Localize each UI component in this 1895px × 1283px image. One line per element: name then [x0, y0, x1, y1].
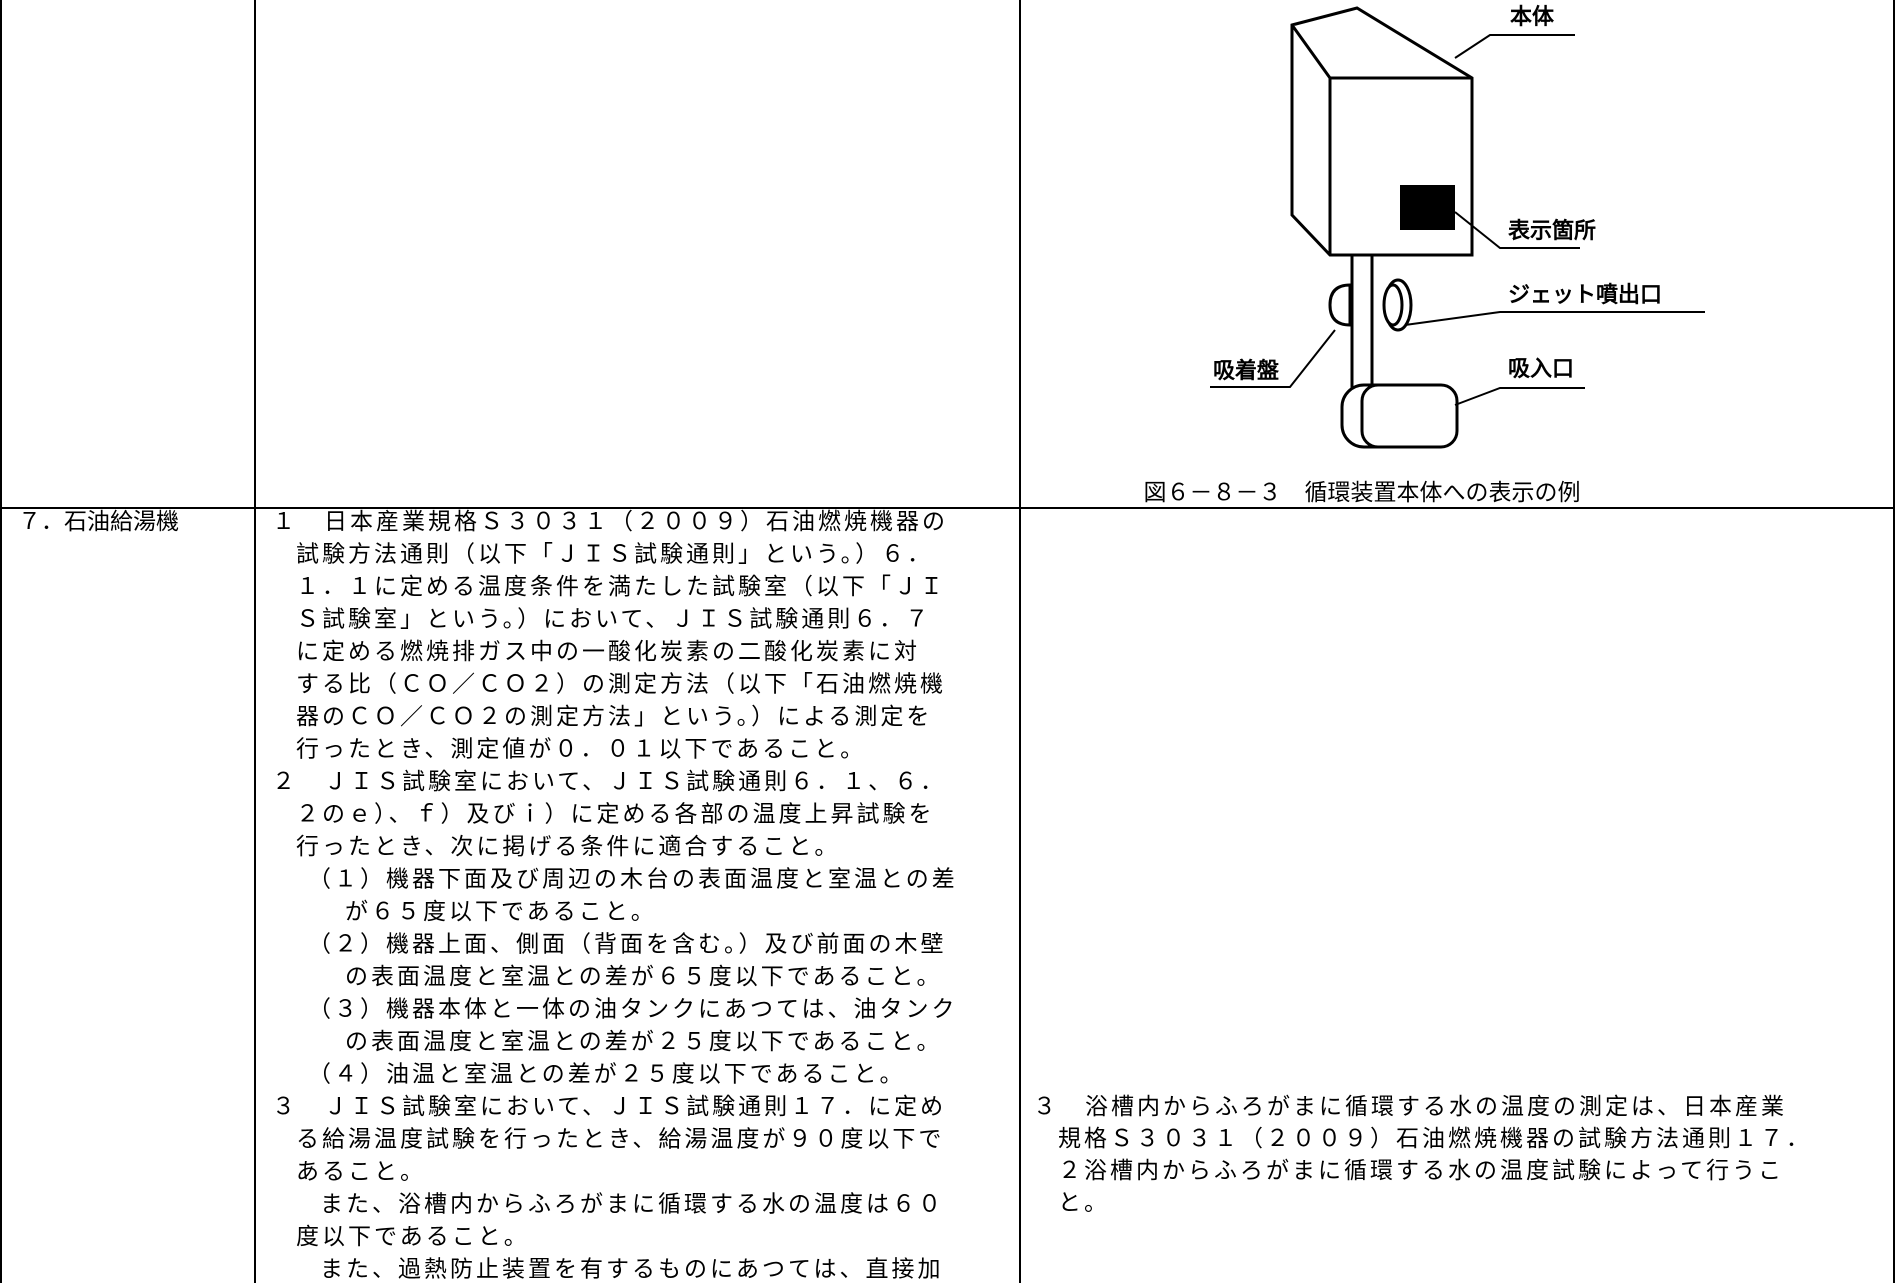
requirement-line: に定める燃焼排ガス中の一酸化炭素の二酸化炭素に対 [296, 639, 920, 665]
figure-label: ジェット噴出口 [1508, 282, 1662, 308]
figure-label: 吸着盤 [1213, 358, 1280, 384]
figure-label: 吸入口 [1508, 357, 1574, 382]
requirement-line: 行ったとき、次に掲げる条件に適合すること。 [296, 834, 840, 860]
note-line: ２浴槽内からふろがまに循環する水の温度試験によって行うこ [1058, 1158, 1784, 1184]
requirement-line: １ 日本産業規格Ｓ３０３１（２００９）石油燃焼機器の [272, 509, 948, 535]
requirement-line: の表面温度と室温との差が６５度以下であること。 [345, 964, 943, 990]
figure-label: 表示箇所 [1508, 218, 1596, 244]
requirement-line: する比（ＣＯ／ＣＯ２）の測定方法（以下「石油燃焼機 [296, 672, 946, 698]
requirement-line: 試験方法通則（以下「ＪＩＳ試験通則」という。）６． [296, 542, 933, 568]
figure-label: 本体 [1510, 5, 1555, 30]
requirement-line: （４）油温と室温との差が２５度以下であること。 [308, 1062, 906, 1088]
requirement-line: Ｓ試験室」という。）において、ＪＩＳ試験通則６．７ [296, 607, 931, 633]
item-name: ７．石油給湯機 [18, 509, 179, 535]
requirement-line: 度以下であること。 [296, 1224, 530, 1250]
requirement-line: る給湯温度試験を行ったとき、給湯温度が９０度以下で [296, 1127, 944, 1153]
requirement-line: 行ったとき、測定値が０．０１以下であること。 [296, 737, 866, 763]
note-line: と。 [1058, 1190, 1110, 1216]
note-line: 規格Ｓ３０３１（２００９）石油燃焼機器の試験方法通則１７． [1058, 1126, 1812, 1152]
requirement-line: の表面温度と室温との差が２５度以下であること。 [345, 1029, 943, 1055]
device-figure [1210, 6, 1705, 449]
requirement-line: また、浴槽内からふろがまに循環する水の温度は６０ [320, 1192, 944, 1218]
requirement-line: あること。 [296, 1159, 426, 1185]
requirement-line: １．１に定める温度条件を満たした試験室（以下「ＪＩ [296, 574, 946, 600]
requirement-line: 器のＣＯ／ＣＯ２の測定方法」という。）による測定を [296, 704, 932, 730]
requirement-line: （２）機器上面、側面（背面を含む。）及び前面の木壁 [308, 932, 947, 958]
requirement-line: ２のｅ）、ｆ）及びｉ）に定める各部の温度上昇試験を [296, 802, 935, 828]
requirement-line: ３ ＪＩＳ試験室において、ＪＩＳ試験通則１７．に定め [272, 1094, 946, 1120]
requirement-line: （１）機器下面及び周辺の木台の表面温度と室温との差 [308, 867, 958, 893]
requirement-line: ２ ＪＩＳ試験室において、ＪＩＳ試験通則６．１、６． [272, 769, 946, 795]
requirement-line: が６５度以下であること。 [345, 899, 657, 925]
requirement-line: また、過熱防止装置を有するものにあつては、直接加 [320, 1257, 944, 1283]
figure-caption: 図６－８－３ 循環装置本体への表示の例 [1144, 480, 1581, 506]
note-line: ３ 浴槽内からふろがまに循環する水の温度の測定は、日本産業 [1033, 1094, 1787, 1120]
requirement-line: （３）機器本体と一体の油タンクにあつては、油タンク [308, 997, 958, 1023]
